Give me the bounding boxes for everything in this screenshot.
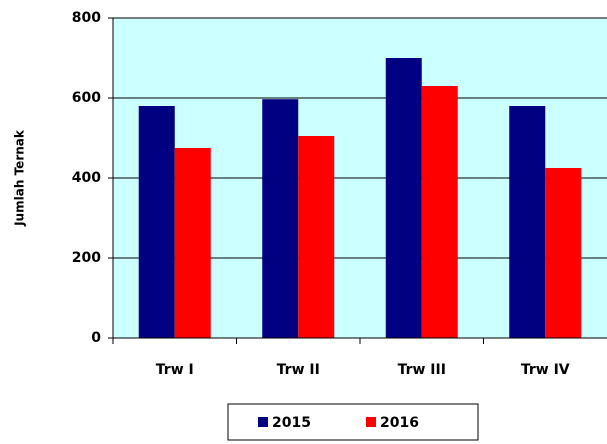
bar [298, 136, 335, 338]
legend-box [227, 403, 479, 441]
x-tick-label: Trw I [156, 362, 194, 378]
bar [421, 86, 458, 338]
legend-label: 2015 [272, 415, 311, 431]
bar [509, 106, 546, 338]
y-tick-label: 200 [72, 250, 101, 266]
y-tick-label: 0 [91, 330, 101, 346]
y-axis-label: Jumlah Ternak [13, 129, 27, 227]
y-tick-label: 800 [72, 10, 101, 26]
legend-swatch [366, 417, 376, 427]
x-tick-label: Trw II [277, 362, 320, 378]
x-tick-label: Trw III [398, 362, 446, 378]
bar [385, 58, 422, 338]
x-tick-label: Trw IV [521, 362, 570, 378]
bar [545, 168, 582, 338]
legend-swatch [258, 417, 268, 427]
bar [138, 106, 175, 338]
bar [262, 99, 299, 338]
y-tick-label: 400 [72, 170, 101, 186]
legend-label: 2016 [380, 415, 419, 431]
bar [174, 148, 211, 338]
y-tick-label: 600 [72, 90, 101, 106]
